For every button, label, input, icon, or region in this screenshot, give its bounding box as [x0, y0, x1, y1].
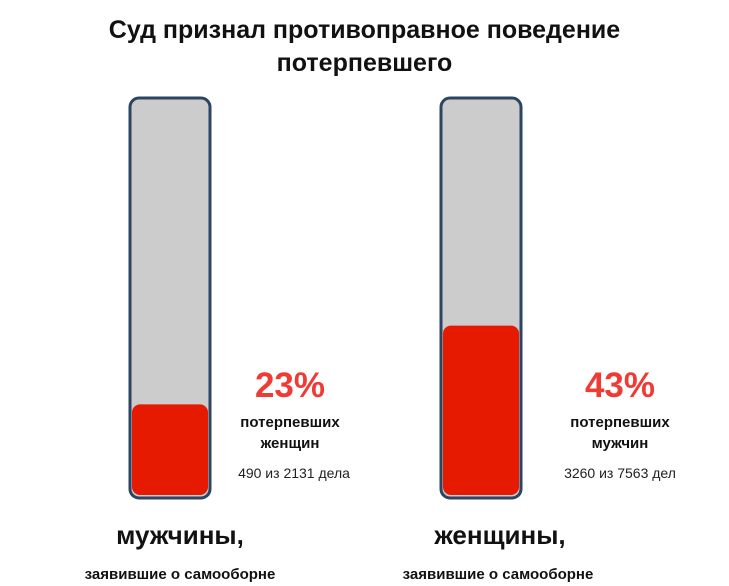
- bar-2-percent-label: 43%: [584, 366, 656, 405]
- bar-2-subtitle: заявившие о самооборне: [402, 566, 594, 583]
- bar-1-category-label: мужчины,: [116, 520, 244, 550]
- bar-1-percent-label: 23%: [254, 366, 326, 405]
- bar-2-description-line1: потерпевших: [570, 414, 670, 431]
- bar-1-description-line2: женщин: [260, 435, 320, 452]
- bar-1-count-label: 490 из 2131 дела: [238, 465, 350, 481]
- bar-2-fill: [443, 325, 519, 495]
- chart-title: Суд признал противоправное поведение пот…: [0, 14, 729, 80]
- bar-1-subtitle: заявившие о самооборне: [84, 566, 276, 583]
- bar-2-category-label: женщины,: [434, 520, 566, 550]
- bar-2-count-label: 3260 из 7563 дел: [564, 465, 676, 481]
- bar-1-fill: [132, 404, 208, 495]
- bar-2-description-line2: мужчин: [591, 435, 649, 452]
- chart-title-line1: Суд признал противоправное поведение: [108, 16, 621, 44]
- bar-1: [128, 96, 212, 500]
- bar-1-description-line1: потерпевших: [240, 414, 340, 431]
- bar-2: [439, 96, 523, 500]
- chart-title-line2: потерпевшего: [276, 49, 453, 77]
- bar-1-track: [128, 96, 212, 500]
